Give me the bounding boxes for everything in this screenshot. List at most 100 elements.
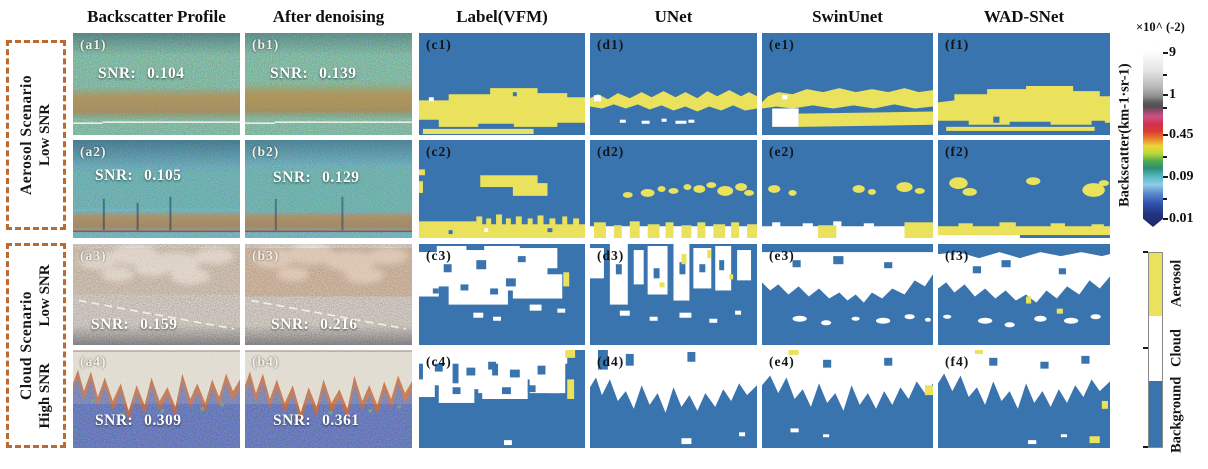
legend-tick: [1143, 446, 1148, 448]
panel-a4-snr: SNR: 0.309: [95, 412, 182, 429]
panel-b1-label: (b1): [252, 37, 280, 52]
legend-label-aerosol-wrap: Aerosol: [1166, 252, 1188, 315]
panel-f4-label: (f4): [945, 354, 970, 369]
header-unet: UNet: [654, 6, 693, 26]
panel-a2: (a2) SNR: 0.105: [73, 140, 240, 238]
panel-b3: (b3) SNR: 0.216: [245, 244, 412, 345]
legend-label-aerosol: Aerosol: [1168, 259, 1185, 308]
panel-e1-label: (e1): [769, 37, 795, 52]
panel-b4-snr: SNR: 0.361: [273, 412, 360, 429]
panel-b2-label: (b2): [252, 144, 280, 159]
legend-tick: [1143, 347, 1148, 349]
panel-f2: (f2): [938, 140, 1110, 238]
colorbar-exponent: ×10^ (-2): [1136, 20, 1185, 34]
colorbar-tick-label-1: 1: [1169, 87, 1176, 102]
colorbar-tick-label-009: 0.09: [1169, 169, 1194, 184]
colorbar-tick-label-045: 0.45: [1169, 127, 1194, 142]
cloud-scenario-label: Cloud Scenario: [18, 290, 35, 401]
header-label-vfm: Label(VFM): [456, 6, 548, 26]
colorbar-tick-label-9: 9: [1169, 45, 1176, 60]
panel-d2-label: (d2): [597, 144, 625, 159]
panel-c3: (c3): [419, 244, 585, 345]
panel-f3-label: (f3): [945, 248, 970, 263]
aerosol-low-snr-label: Low SNR: [37, 103, 53, 167]
legend-label-background: Background: [1168, 376, 1185, 454]
panel-d4: (d4): [590, 350, 757, 448]
panel-a3-snr: SNR: 0.159: [91, 316, 178, 333]
panel-e2: (e2): [762, 140, 933, 238]
legend-swatch-aerosol: [1149, 253, 1162, 316]
colorbar-tick: [1163, 94, 1168, 96]
panel-d1: (d1): [590, 33, 757, 135]
cloud-high-snr-label: High SNR: [37, 362, 53, 428]
scenario-box-cloud: Cloud Scenario Low SNR High SNR: [6, 243, 66, 448]
panel-e2-label: (e2): [769, 144, 795, 159]
panel-b1: (b1) SNR: 0.139: [245, 33, 412, 135]
class-legend: [1148, 252, 1163, 448]
panel-f2-label: (f2): [945, 144, 970, 159]
panel-a2-label: (a2): [80, 144, 107, 159]
colorbar-title: Backscatter(km-1·sr-1): [1116, 63, 1133, 207]
legend-tick: [1143, 251, 1148, 253]
panel-d1-label: (d1): [597, 37, 625, 52]
panel-e3: (e3): [762, 244, 933, 345]
header-wad-snet: WAD-SNet: [983, 6, 1065, 26]
panel-b3-snr: SNR: 0.216: [271, 316, 358, 333]
panel-e4: (e4): [762, 350, 933, 448]
panel-c3-label: (c3): [426, 248, 452, 263]
panel-d2: (d2): [590, 140, 757, 238]
panel-d4-label: (d4): [597, 354, 625, 369]
legend-label-background-wrap: Background: [1166, 376, 1188, 454]
panel-e3-label: (e3): [769, 248, 795, 263]
legend-swatch-cloud: [1149, 316, 1162, 381]
panel-a1-label: (a1): [80, 37, 107, 52]
panel-b1-snr: SNR: 0.139: [270, 65, 357, 82]
panel-a4-label: (a4): [80, 354, 107, 369]
colorbar-tick-minor: [1163, 198, 1167, 200]
legend-label-cloud: Cloud: [1168, 329, 1185, 368]
panel-a4: (a4) SNR: 0.309: [73, 350, 240, 448]
panel-f1-label: (f1): [945, 37, 970, 52]
header-backscatter-profile: Backscatter Profile: [87, 6, 226, 26]
colorbar-tick-label-001: 0.01: [1169, 211, 1194, 226]
panel-c4: (c4): [419, 350, 585, 448]
panel-f3: (f3): [938, 244, 1110, 345]
panel-b2: (b2) SNR: 0.129: [245, 140, 412, 238]
header-swinunet: SwinUnet: [812, 6, 883, 26]
panel-a1: (a1) SNR: 0.104: [73, 33, 240, 135]
colorbar: [1143, 43, 1163, 227]
panel-b4-label: (b4): [252, 354, 280, 369]
panel-e1: (e1): [762, 33, 933, 135]
panel-c4-label: (c4): [426, 354, 452, 369]
panel-f1: (f1): [938, 33, 1110, 135]
panel-b3-label: (b3): [252, 248, 280, 263]
colorbar-tick-minor: [1163, 107, 1167, 109]
colorbar-tick-minor: [1163, 156, 1167, 158]
colorbar-tick: [1163, 52, 1168, 54]
scenario-box-aerosol: Aerosol Scenario Low SNR: [6, 40, 66, 230]
colorbar-tick: [1163, 134, 1168, 136]
panel-c1: (c1): [419, 33, 585, 135]
panel-a3-label: (a3): [80, 248, 107, 263]
panel-b4: (b4) SNR: 0.361: [245, 350, 412, 448]
colorbar-title-wrap: Backscatter(km-1·sr-1): [1112, 43, 1138, 227]
colorbar-tick: [1163, 176, 1168, 178]
legend-swatch-background: [1149, 381, 1162, 447]
panel-b2-snr: SNR: 0.129: [273, 169, 360, 186]
panel-a1-snr: SNR: 0.104: [98, 65, 185, 82]
colorbar-tick: [1163, 218, 1168, 220]
colorbar-tick-minor: [1163, 74, 1167, 76]
panel-c1-label: (c1): [426, 37, 452, 52]
panel-e4-label: (e4): [769, 354, 795, 369]
legend-label-cloud-wrap: Cloud: [1166, 315, 1188, 382]
panel-f4: (f4): [938, 350, 1110, 448]
panel-c2: (c2): [419, 140, 585, 238]
aerosol-scenario-label: Aerosol Scenario: [18, 74, 35, 196]
panel-a3: (a3) SNR: 0.159: [73, 244, 240, 345]
panel-d3-label: (d3): [597, 248, 625, 263]
header-after-denoising: After denoising: [272, 6, 385, 26]
cloud-low-snr-label: Low SNR: [37, 264, 53, 327]
panel-a2-snr: SNR: 0.105: [95, 167, 182, 184]
panel-d3: (d3): [590, 244, 757, 345]
